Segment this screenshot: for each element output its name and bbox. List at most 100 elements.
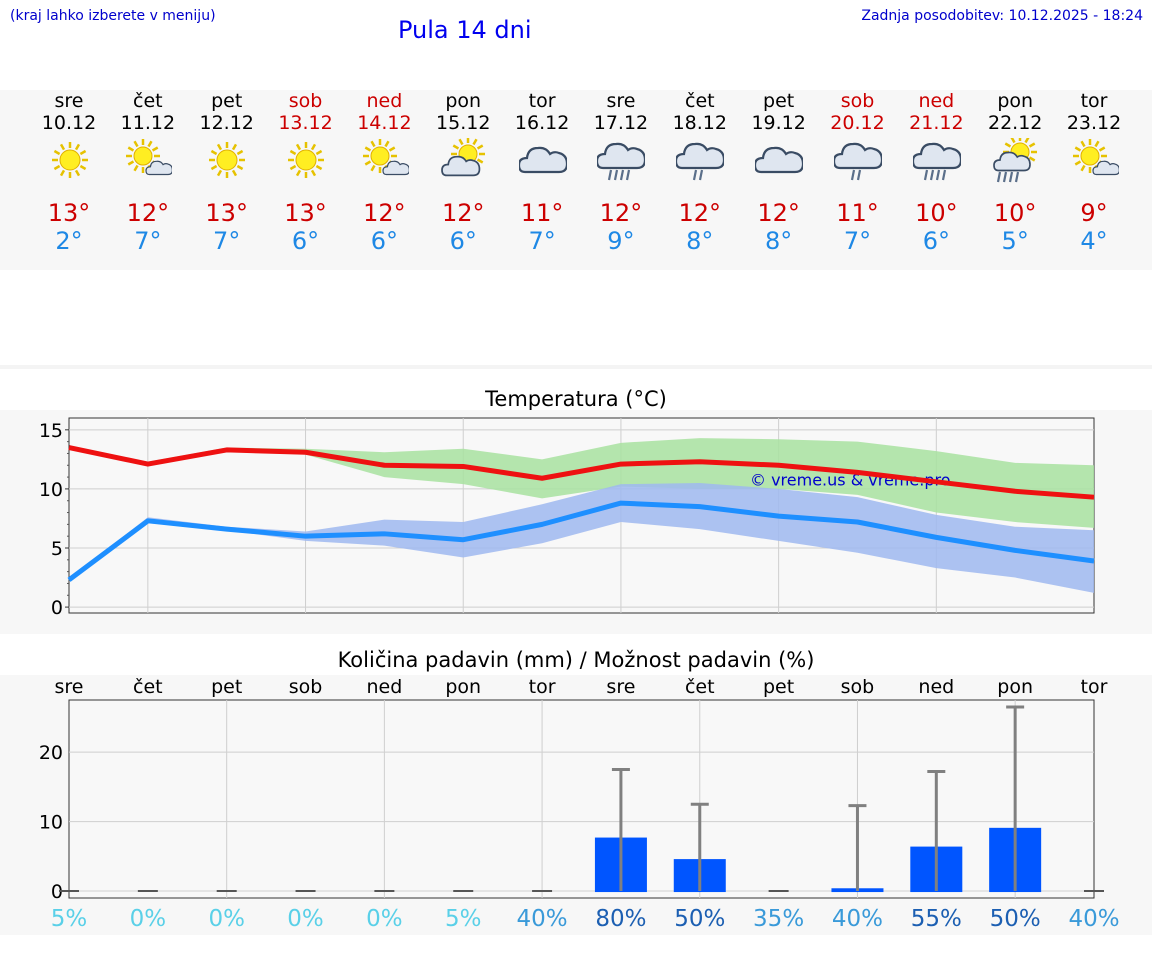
day-column: pet 19.12 12° 8° [739,90,818,270]
day-column: pon 22.12 10° 5° [976,90,1055,270]
precip-probability: 50% [990,906,1041,932]
light-rain-icon [834,142,882,181]
sun-cloud-icon [126,139,173,176]
rain-shape [996,171,1019,183]
day-date: 14.12 [357,112,412,134]
precip-probability: 0% [287,906,324,932]
temp-max: 12° [126,199,170,227]
day-name: sob [288,90,323,112]
sun-icon [288,142,325,178]
x-category-label: pet [763,676,794,698]
sun-rain-icon [992,138,1037,183]
precip-probability: 55% [911,906,962,932]
location-hint[interactable]: (kraj lahko izberete v meniju) [10,8,216,24]
cloud-shape [1091,160,1119,176]
temp-min: 6° [291,227,320,255]
rain-shape [693,169,704,181]
day-column: ned 21.12 10° 6° [897,90,976,270]
day-column: pon 15.12 12° 6° [424,90,503,270]
y-tick-label: 5 [51,538,63,560]
temp-min: 7° [134,227,162,255]
cloud-shape [145,160,173,176]
day-name: sre [54,90,84,112]
y-tick-label: 10 [39,479,63,501]
temp-max: 13° [205,199,248,227]
precip-probability: 40% [1068,906,1119,932]
precip-probability: 35% [753,906,804,932]
min-range-band [69,483,1094,593]
temp-min: 8° [686,227,714,255]
day-name: čet [133,90,163,112]
cloud-shape [834,142,882,170]
day-date: 23.12 [1066,112,1122,134]
x-category-label: tor [529,676,556,698]
day-column: sob 13.12 13° 6° [266,90,345,270]
x-category-label: pet [211,676,242,698]
cloud-shape [992,151,1031,172]
temperature-title: Temperatura (°C) [485,387,667,411]
day-date: 17.12 [593,112,649,134]
day-date: 20.12 [830,112,885,134]
day-column: sre 10.12 13° 2° [30,90,109,270]
day-name: čet [685,90,715,112]
day-date: 21.12 [909,112,964,134]
sun-shape [209,142,246,178]
day-name: tor [528,90,556,112]
x-category-label: čet [685,676,715,698]
x-category-label: tor [1081,676,1108,698]
temp-min: 6° [370,227,399,255]
precipitation-chart: sre čet pet sob ned pon tor sre čet pet sob ned pon t… [39,676,1120,932]
sun-icon [51,142,88,178]
temp-max: 12° [599,199,643,227]
temp-min: 8° [765,227,793,255]
temp-min: 7° [213,227,241,255]
temp-min: 6° [449,227,477,255]
min-temp-line [67,500,1095,582]
x-category-label: pon [997,676,1033,698]
cloud-shape [382,160,409,176]
sun-icon [209,142,246,178]
temp-min: 6° [922,227,950,255]
day-name: pet [211,90,243,112]
precip-probability: 0% [130,906,167,932]
y-tick-label: 20 [39,742,63,764]
temp-max: 13° [47,199,91,227]
day-column: ned 14.12 12° 6° [345,90,424,270]
day-name: ned [366,90,403,112]
max-temp-line [68,445,1095,500]
temp-min: 5° [1001,227,1029,255]
day-date: 16.12 [514,112,570,134]
day-name: pon [997,90,1034,112]
day-date: 22.12 [987,112,1043,134]
day-name: sre [606,90,636,112]
x-category-label: sre [55,676,84,698]
precip-probability: 5% [445,906,482,932]
sun-shape [288,142,325,178]
cloud-shape [597,142,646,170]
y-tick-label: 15 [39,420,63,442]
cloud-shape [912,142,961,170]
temp-max: 12° [441,199,485,227]
temp-max: 12° [363,199,406,227]
precip-title: Količina padavin (mm) / Možnost padavin … [337,648,815,672]
temp-min: 7° [528,227,556,255]
x-category-label: sob [841,676,875,698]
cloud-shape [440,155,481,177]
cloud-shape [676,142,725,170]
spacer-strip [0,365,1152,369]
x-category-label: pon [445,676,481,698]
temp-max: 10° [993,199,1037,227]
cloud-shape [755,146,804,174]
day-name: sob [840,90,875,112]
precip-probability: 50% [674,906,725,932]
x-category-label: ned [918,676,954,698]
precip-probability: 40% [832,906,883,932]
day-name: ned [918,90,955,112]
day-column: tor 16.12 11° 7° [503,90,582,270]
cloudy-icon [518,146,567,174]
day-date: 10.12 [41,112,97,134]
temp-max: 11° [836,199,879,227]
temp-max: 10° [915,199,958,227]
rain-shape [850,169,862,181]
day-column: čet 11.12 12° 7° [108,90,187,270]
